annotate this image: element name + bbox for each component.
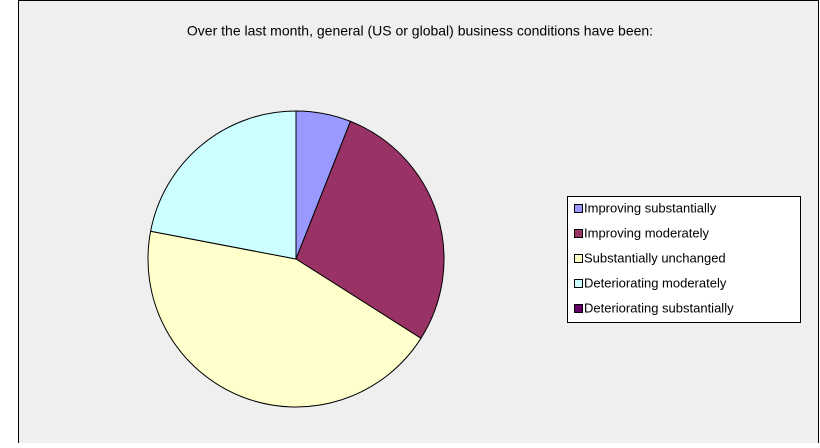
legend-box bbox=[567, 196, 801, 323]
pie-slice bbox=[295, 120, 445, 339]
pie-slice bbox=[150, 110, 297, 260]
legend-label: Improving moderately bbox=[584, 225, 709, 240]
legend-label: Improving substantially bbox=[584, 200, 717, 215]
legend-swatch bbox=[574, 304, 583, 313]
legend-swatch bbox=[574, 229, 583, 238]
chart-title: Over the last month, general (US or glob… bbox=[187, 23, 653, 39]
legend-label: Deteriorating moderately bbox=[584, 275, 727, 290]
legend-label: Substantially unchanged bbox=[584, 250, 726, 265]
pie-slice bbox=[147, 230, 422, 408]
legend-swatch bbox=[574, 204, 583, 213]
legend-swatch bbox=[574, 254, 583, 263]
legend-label: Deteriorating substantially bbox=[584, 300, 734, 315]
legend-swatch bbox=[574, 279, 583, 288]
